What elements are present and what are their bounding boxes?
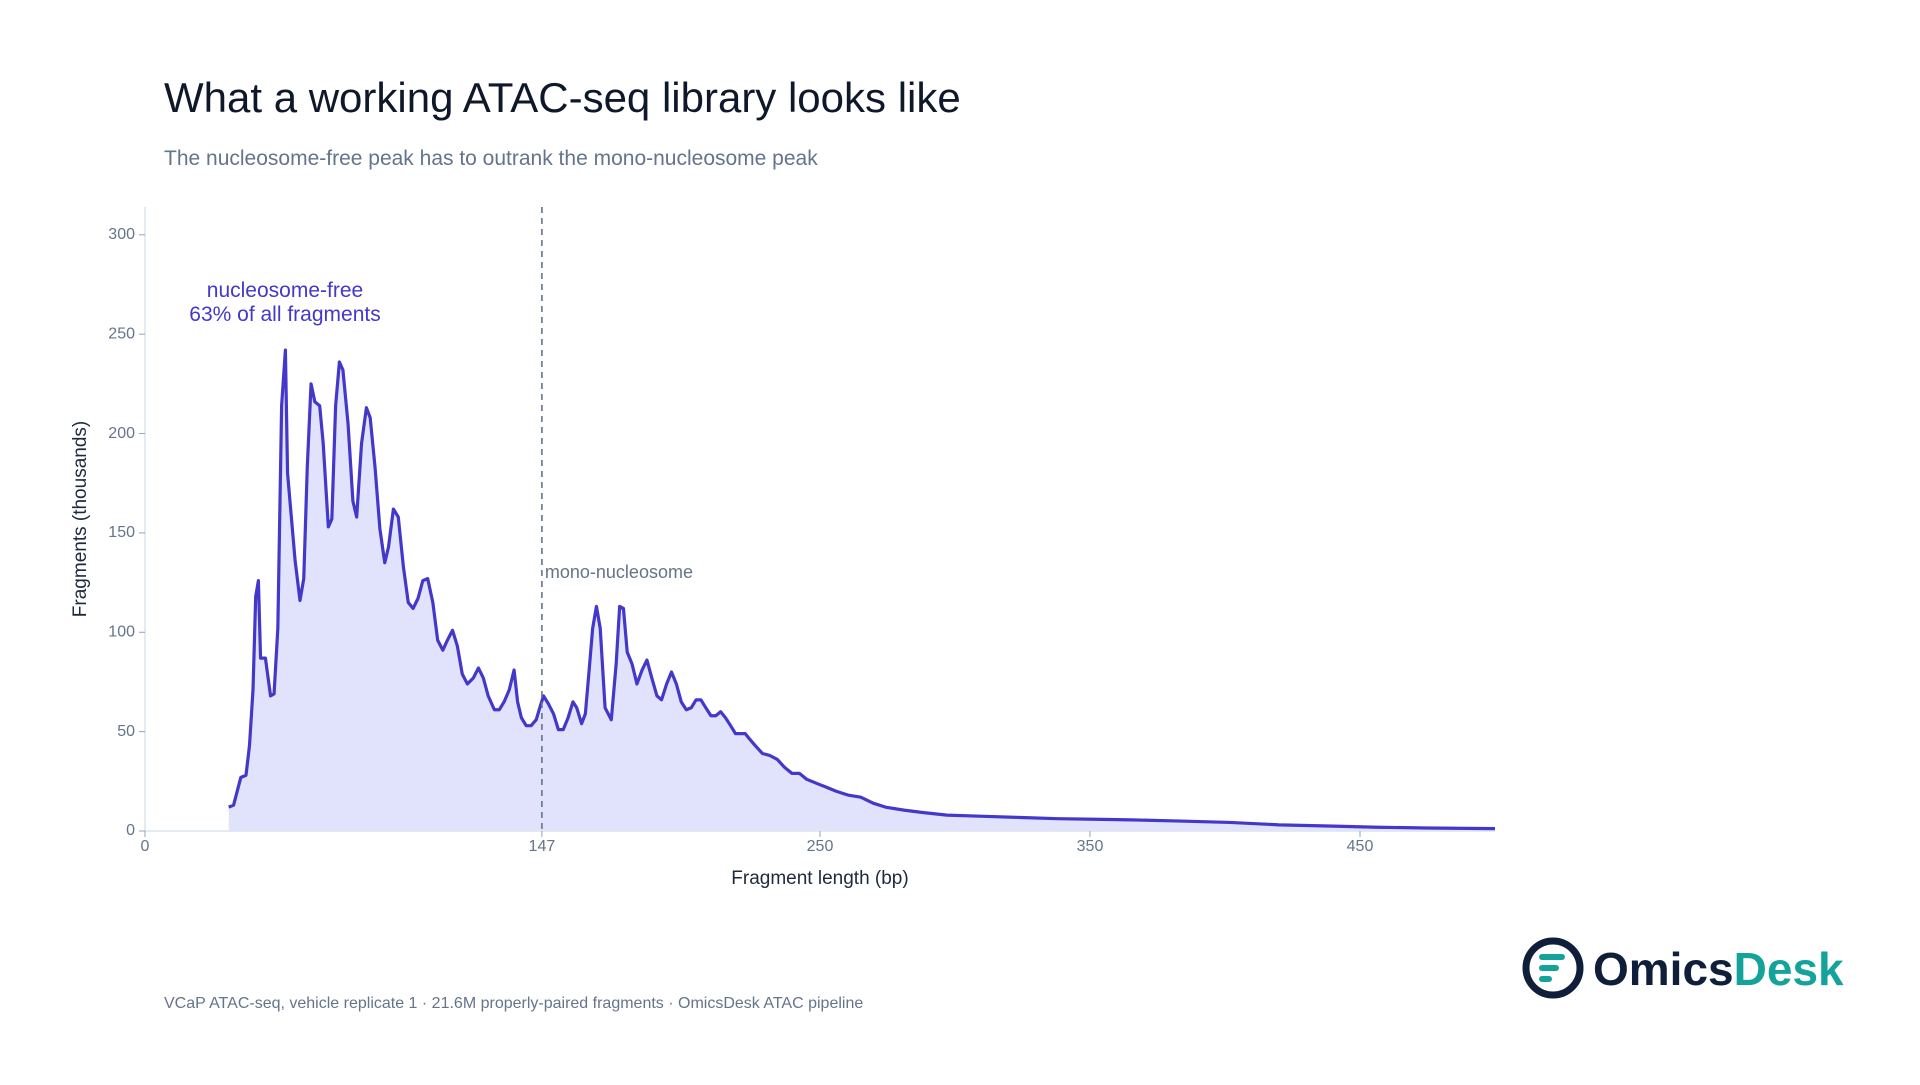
logo-part: Omics [1593,943,1734,995]
x-tick-label: 250 [807,838,834,855]
logo-text: OmicsDesk [1593,943,1844,995]
y-tick-label: 0 [126,822,135,839]
logo: OmicsDesk [1522,937,1844,999]
logo-bar [1539,976,1552,982]
annotation: nucleosome-free [207,279,363,302]
y-tick-label: 150 [108,524,135,541]
reference-label: mono-nucleosome [545,562,693,582]
y-axis-title: Fragments (thousands) [70,421,91,617]
y-tick-label: 100 [108,623,135,640]
line [228,348,1496,831]
y-tick-label: 200 [108,425,135,442]
x-axis-title: Fragment length (bp) [731,868,908,889]
footer: VCaP ATAC-seq, vehicle replicate 1 · 21.… [164,995,863,1012]
annotation: 63% of all fragments [189,303,380,326]
logo-bar [1539,965,1559,971]
y-tick-label: 250 [108,325,135,342]
x-tick-label: 0 [141,838,150,855]
y-tick-label: 50 [117,723,135,740]
chart-title: What a working ATAC-seq library looks li… [164,74,961,121]
area [228,350,1496,831]
y-tick-label: 300 [108,226,135,243]
chart-subtitle: The nucleosome-free peak has to outrank … [164,147,818,170]
x-tick-label: 450 [1347,838,1374,855]
x-tick-label: 147 [529,838,556,855]
x-tick-label: 350 [1077,838,1104,855]
logo-bar [1539,954,1565,960]
logo-part: Desk [1734,943,1844,995]
logo-ring [1522,937,1584,999]
